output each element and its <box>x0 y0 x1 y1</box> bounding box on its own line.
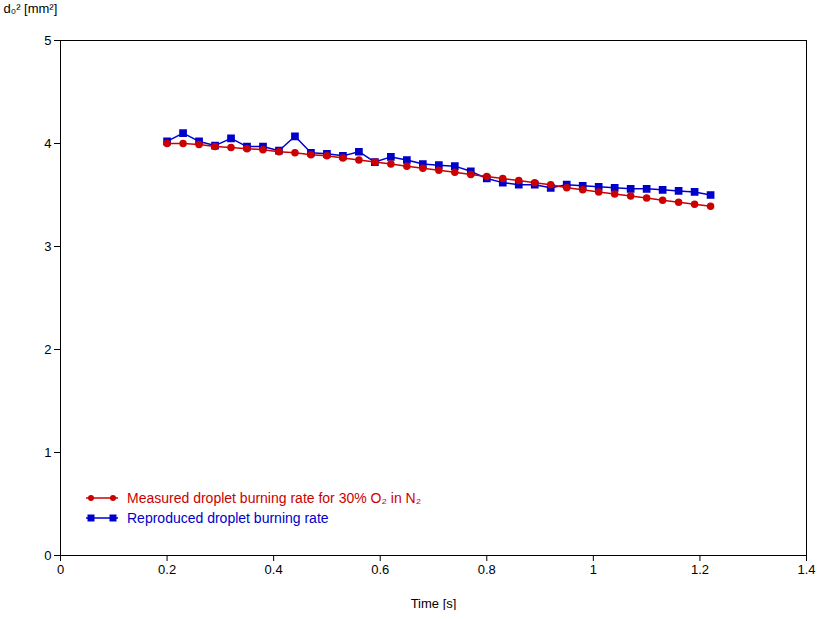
svg-text:1.4: 1.4 <box>797 562 815 577</box>
svg-text:1: 1 <box>44 445 51 460</box>
svg-text:0.8: 0.8 <box>478 562 496 577</box>
svg-text:0.2: 0.2 <box>158 562 176 577</box>
html-text:Reproduced droplet burning rat: Reproduced droplet burning rate <box>127 510 329 526</box>
svg-text:1: 1 <box>590 562 597 577</box>
svg-text:1.2: 1.2 <box>691 562 709 577</box>
svg-text:0: 0 <box>57 562 64 577</box>
svg-text:0.4: 0.4 <box>265 562 283 577</box>
svg-text:3: 3 <box>44 239 51 254</box>
html-text:Measured droplet burning rate: Measured droplet burning rate for 30% O₂… <box>127 490 422 506</box>
svg-text:4: 4 <box>44 136 51 151</box>
svg-text:Time [s]: Time [s] <box>411 596 457 611</box>
svg-text:2: 2 <box>44 342 51 357</box>
svg-text:5: 5 <box>44 33 51 48</box>
svg-text:0.6: 0.6 <box>371 562 389 577</box>
svg-text:0: 0 <box>44 548 51 563</box>
svg-text:d₀² [mm²]: d₀² [mm²] <box>4 1 58 16</box>
